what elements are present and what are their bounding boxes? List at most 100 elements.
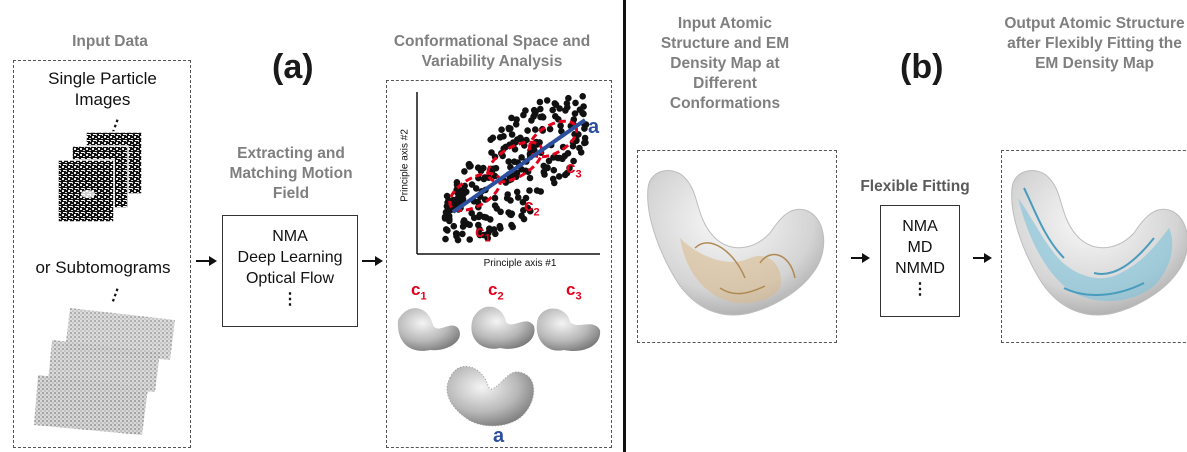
extracting-header: Extracting and Matching Motion Field: [229, 145, 353, 202]
conformation-a-map: [446, 366, 535, 427]
scatter-point: [581, 125, 588, 132]
scatter-point: [465, 160, 473, 168]
fitting-methods-box: NMA MD NMMD ⋮: [880, 205, 960, 317]
scatter-point: [470, 214, 478, 222]
scatter-point: [476, 231, 484, 239]
input-atomic-header: Input Atomic Structure and EM Density Ma…: [660, 15, 790, 112]
panel-divider: [623, 0, 626, 452]
scatter-point: [570, 157, 577, 165]
method-ellipsis: ⋮: [282, 291, 298, 308]
panel-a-label: (a): [272, 48, 314, 86]
scatter-point: [552, 113, 559, 120]
scatter-point: [484, 234, 491, 242]
panel-b-label: (b): [900, 48, 944, 86]
output-atomic-header: Output Atomic Structure after Flexibly F…: [1004, 15, 1185, 72]
pca-scatter-plot: [416, 92, 600, 255]
method-deep-learning: Deep Learning: [237, 249, 343, 266]
scatter-point: [514, 194, 522, 201]
scatter-point: [549, 106, 556, 114]
scatter-point: [579, 93, 586, 100]
scatter-point: [487, 216, 494, 223]
conformation-c3-map: [536, 308, 601, 352]
scatter-point: [570, 116, 578, 123]
plot-c3-label: c3: [566, 158, 582, 181]
scatter-point: [518, 212, 525, 220]
scatter-point: [522, 194, 530, 202]
scatter-point: [524, 127, 531, 134]
scatter-point: [571, 110, 579, 117]
bottom-a-label: a: [493, 425, 505, 447]
scatter-point: [520, 111, 527, 119]
scatter-point: [533, 187, 541, 194]
scatter-point: [488, 149, 495, 156]
scatter-point: [565, 94, 572, 102]
scatter-point: [555, 173, 563, 180]
input-data-header: Input Data: [72, 33, 148, 50]
conformation-c1-map: [397, 308, 460, 351]
scatter-point: [497, 208, 504, 216]
fit-method-md: MD: [907, 239, 933, 256]
flexible-fitting-header: Flexible Fitting: [860, 178, 970, 195]
scatter-point: [466, 221, 473, 229]
conformation-maps: [397, 306, 601, 427]
scatter-point: [454, 236, 462, 244]
scatter-point: [557, 122, 564, 129]
scatter-point: [475, 221, 482, 229]
scatter-point: [540, 168, 548, 176]
axis-a-label: a: [588, 116, 600, 138]
scatter-point: [508, 114, 515, 122]
scatter-point: [530, 106, 538, 114]
fit-method-ellipsis: ⋮: [912, 281, 928, 298]
scatter-point: [491, 202, 499, 209]
x-axis-label: Principle axis #1: [483, 258, 557, 269]
input-structure-box: [637, 150, 837, 343]
input-data-box: [13, 60, 191, 448]
input-structure-map: [647, 170, 825, 316]
scatter-point: [466, 236, 473, 243]
subtomogram-stack: [34, 308, 175, 435]
scatter-point: [474, 198, 482, 206]
scatter-point: [502, 143, 510, 151]
particle-images-stack: [57, 131, 143, 223]
arrow-fitting-to-output: [973, 253, 992, 263]
scatter-point: [442, 235, 449, 243]
scatter-point: [468, 181, 476, 188]
scatter-point: [546, 125, 554, 133]
scatter-point: [543, 97, 551, 104]
scatter-point: [552, 101, 560, 108]
scatter-point: [532, 126, 539, 133]
arrow-input-to-fitting: [851, 253, 870, 263]
conformational-space-header: Conformational Space and Variability Ana…: [393, 33, 591, 70]
motion-methods-box: NMA Deep Learning Optical Flow ⋮: [222, 215, 358, 327]
arrow-extract-to-conf: [362, 256, 383, 266]
scatter-point: [505, 158, 512, 165]
scatter-point: [564, 150, 572, 157]
scatter-point: [508, 131, 516, 138]
scatter-point: [505, 125, 513, 133]
scatter-point: [549, 175, 557, 183]
conformation-c2-label: c2: [488, 280, 504, 303]
scatter-point: [582, 139, 589, 146]
method-nma: NMA: [272, 228, 308, 245]
scatter-point: [545, 157, 553, 165]
arrow-input-to-extract: [196, 256, 217, 266]
scatter-point: [513, 188, 521, 196]
plot-c2-label: c2: [524, 196, 540, 219]
conformation-c3-label: c3: [566, 280, 582, 303]
scatter-point: [537, 105, 544, 113]
scatter-point: [460, 217, 468, 224]
scatter-point: [460, 190, 468, 198]
scatter-point: [509, 223, 516, 231]
scatter-point: [459, 230, 466, 238]
scatter-point: [489, 134, 497, 142]
scatter-point: [474, 164, 482, 171]
scatter-point: [513, 169, 521, 177]
scatter-point: [576, 144, 583, 152]
scatter-point: [486, 226, 494, 234]
scatter-point: [508, 210, 516, 217]
scatter-point: [561, 171, 569, 179]
plot-c1-label: c1: [475, 222, 491, 245]
scatter-point: [517, 134, 524, 142]
scatter-point: [444, 227, 451, 234]
scatter-point: [443, 192, 451, 200]
